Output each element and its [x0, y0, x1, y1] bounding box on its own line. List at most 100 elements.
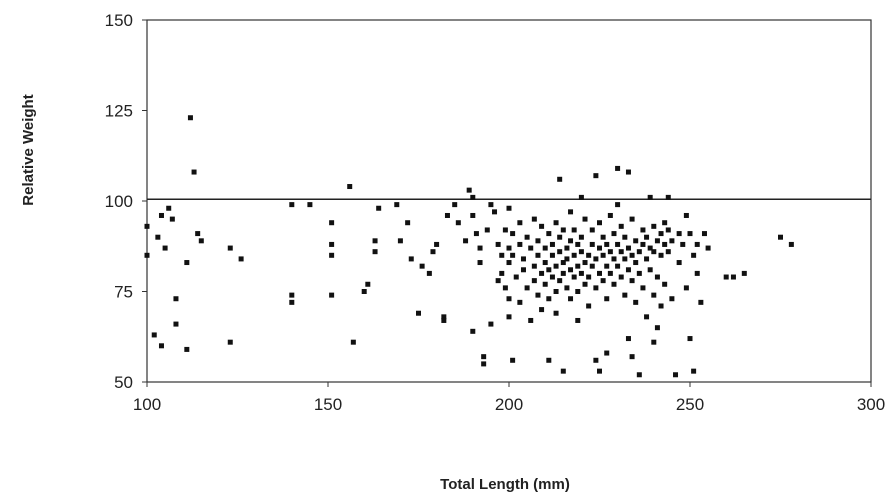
data-point — [597, 246, 602, 251]
data-point — [289, 293, 294, 298]
data-point — [637, 249, 642, 254]
data-point — [329, 220, 334, 225]
data-point — [695, 271, 700, 276]
data-point — [463, 238, 468, 243]
data-point — [546, 358, 551, 363]
data-point — [554, 264, 559, 269]
data-point — [579, 271, 584, 276]
data-point — [640, 285, 645, 290]
data-point — [550, 275, 555, 280]
data-point — [467, 188, 472, 193]
data-point — [155, 235, 160, 240]
data-point — [507, 314, 512, 319]
data-point — [640, 227, 645, 232]
data-point — [583, 260, 588, 265]
data-point — [615, 166, 620, 171]
data-point — [554, 311, 559, 316]
x-tick-label: 250 — [676, 395, 704, 414]
data-point — [517, 242, 522, 247]
data-point — [615, 202, 620, 207]
data-point — [575, 289, 580, 294]
data-point — [481, 354, 486, 359]
data-point — [228, 340, 233, 345]
data-point — [329, 242, 334, 247]
data-point — [644, 256, 649, 261]
data-point — [568, 209, 573, 214]
data-point — [416, 311, 421, 316]
data-point — [478, 246, 483, 251]
data-point — [434, 242, 439, 247]
data-point — [789, 242, 794, 247]
data-point — [543, 260, 548, 265]
data-point — [488, 322, 493, 327]
data-point — [409, 256, 414, 261]
data-point — [535, 253, 540, 258]
y-tick-label: 125 — [105, 102, 133, 121]
data-point — [608, 271, 613, 276]
data-point — [159, 343, 164, 348]
data-point — [195, 231, 200, 236]
data-point — [586, 303, 591, 308]
data-point — [373, 249, 378, 254]
data-point — [604, 242, 609, 247]
data-point — [228, 246, 233, 251]
data-point — [289, 300, 294, 305]
data-point — [626, 246, 631, 251]
data-point — [441, 318, 446, 323]
data-point — [427, 271, 432, 276]
data-point — [724, 275, 729, 280]
data-point — [691, 369, 696, 374]
data-point — [546, 267, 551, 272]
data-point — [586, 275, 591, 280]
data-point — [619, 224, 624, 229]
data-point — [669, 238, 674, 243]
y-tick-label: 100 — [105, 192, 133, 211]
data-point — [496, 242, 501, 247]
data-point — [445, 213, 450, 218]
data-point — [590, 242, 595, 247]
data-point — [684, 285, 689, 290]
x-tick-label: 150 — [314, 395, 342, 414]
data-point — [651, 340, 656, 345]
data-point — [535, 293, 540, 298]
data-point — [564, 256, 569, 261]
data-point — [152, 332, 157, 337]
y-tick-label: 50 — [114, 373, 133, 392]
data-point — [706, 246, 711, 251]
data-point — [557, 177, 562, 182]
data-point — [474, 231, 479, 236]
data-point — [626, 170, 631, 175]
data-point — [351, 340, 356, 345]
data-point — [579, 195, 584, 200]
data-point — [478, 260, 483, 265]
data-point — [184, 347, 189, 352]
data-point — [159, 213, 164, 218]
data-point — [507, 206, 512, 211]
data-point — [633, 300, 638, 305]
data-point — [572, 253, 577, 258]
data-point — [510, 358, 515, 363]
data-point — [630, 253, 635, 258]
data-point — [593, 173, 598, 178]
data-point — [572, 275, 577, 280]
data-point — [145, 224, 150, 229]
data-point — [622, 293, 627, 298]
data-point — [510, 253, 515, 258]
data-point — [503, 227, 508, 232]
data-point — [698, 300, 703, 305]
data-point — [557, 235, 562, 240]
data-point — [470, 213, 475, 218]
data-point — [651, 224, 656, 229]
data-point — [608, 249, 613, 254]
data-point — [597, 271, 602, 276]
data-point — [470, 329, 475, 334]
data-point — [192, 170, 197, 175]
data-point — [601, 278, 606, 283]
data-point — [517, 300, 522, 305]
data-point — [145, 253, 150, 258]
data-point — [684, 213, 689, 218]
data-point — [528, 246, 533, 251]
data-point — [615, 264, 620, 269]
data-point — [742, 271, 747, 276]
data-point — [662, 220, 667, 225]
